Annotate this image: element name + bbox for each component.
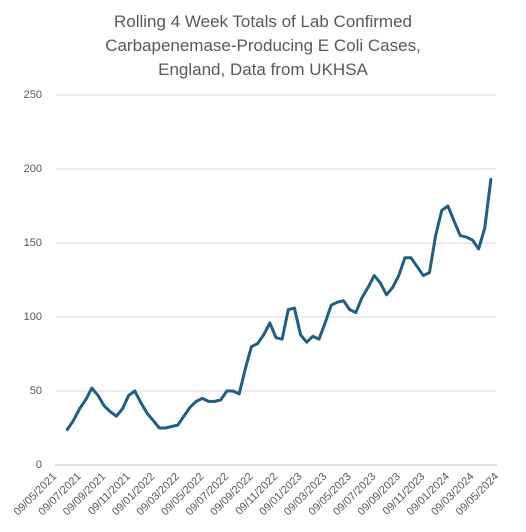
y-tick-label: 150 bbox=[24, 237, 42, 249]
y-tick-label: 200 bbox=[24, 163, 42, 175]
y-tick-label: 0 bbox=[36, 459, 42, 471]
y-tick-label: 250 bbox=[24, 89, 42, 101]
data-line bbox=[65, 177, 493, 431]
y-tick-label: 100 bbox=[24, 311, 42, 323]
y-tick-label: 50 bbox=[30, 385, 42, 397]
chart-title: Rolling 4 Week Totals of Lab Confirmed C… bbox=[105, 12, 421, 79]
